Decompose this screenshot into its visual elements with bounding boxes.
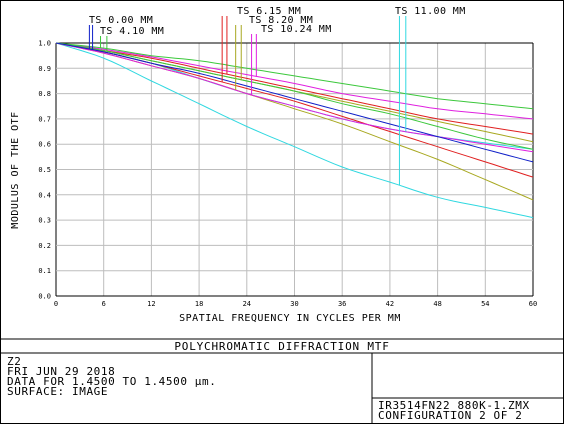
series-line bbox=[55, 42, 534, 120]
info-field-2: FRI JUN 29 2018 bbox=[7, 365, 115, 378]
info-field-1: Z2 bbox=[7, 355, 21, 368]
series-lines bbox=[55, 42, 534, 219]
configuration: CONFIGURATION 2 OF 2 bbox=[378, 409, 522, 422]
y-axis-label: MODULUS OF THE OTF bbox=[10, 111, 21, 228]
legend-label: TS 4.10 MM bbox=[100, 26, 164, 37]
x-tick-label: 24 bbox=[243, 300, 251, 308]
series-line bbox=[55, 42, 534, 150]
y-tick-label: 0.3 bbox=[38, 217, 51, 225]
series-line bbox=[55, 42, 534, 135]
series-line bbox=[55, 42, 534, 163]
info-field-3: DATA FOR 1.4500 TO 1.4500 µm. bbox=[7, 375, 216, 388]
series-line bbox=[55, 42, 534, 219]
series-line bbox=[55, 42, 534, 153]
legend-label: TS 11.00 MM bbox=[395, 6, 466, 17]
y-tick-label: 0.0 bbox=[38, 293, 51, 301]
x-tick-label: 6 bbox=[102, 300, 106, 308]
info-field-4: SURFACE: IMAGE bbox=[7, 385, 108, 398]
x-tick-label: 42 bbox=[386, 300, 394, 308]
y-tick-label: 0.5 bbox=[38, 166, 51, 174]
y-tick-label: 0.2 bbox=[38, 242, 51, 250]
y-tick-label: 0.1 bbox=[38, 267, 51, 275]
legend-label: TS 0.00 MM bbox=[89, 15, 153, 26]
x-tick-label: 48 bbox=[433, 300, 441, 308]
x-tick-label: 54 bbox=[481, 300, 489, 308]
x-axis-label: SPATIAL FREQUENCY IN CYCLES PER MM bbox=[179, 313, 401, 324]
tick-labels: 0 6 12 18 24 30 36 42 48 54 60 0.0 0.1 0.2 0.3 0.4 0.5 0.… bbox=[38, 40, 537, 309]
x-tick-label: 0 bbox=[54, 300, 58, 308]
y-tick-label: 0.4 bbox=[38, 191, 51, 199]
x-tick-label: 30 bbox=[290, 300, 298, 308]
filename: IR3514FN22_880K-1.ZMX bbox=[378, 399, 530, 412]
y-tick-label: 0.7 bbox=[38, 115, 51, 123]
chart-title: POLYCHROMATIC DIFFRACTION MTF bbox=[174, 340, 389, 353]
y-tick-label: 0.6 bbox=[38, 141, 51, 149]
y-tick-label: 0.8 bbox=[38, 90, 51, 98]
series-line bbox=[55, 42, 534, 110]
legend-label: TS 6.15 MM bbox=[237, 6, 301, 17]
grid bbox=[55, 42, 534, 297]
legend-label: TS 10.24 MM bbox=[261, 24, 332, 35]
y-tick-label: 1.0 bbox=[38, 40, 51, 48]
legend-label: TS 8.20 MM bbox=[249, 15, 313, 26]
x-tick-label: 12 bbox=[147, 300, 155, 308]
x-tick-label: 60 bbox=[529, 300, 537, 308]
x-tick-label: 36 bbox=[338, 300, 346, 308]
x-tick-label: 18 bbox=[195, 300, 203, 308]
y-tick-label: 0.9 bbox=[38, 65, 51, 73]
